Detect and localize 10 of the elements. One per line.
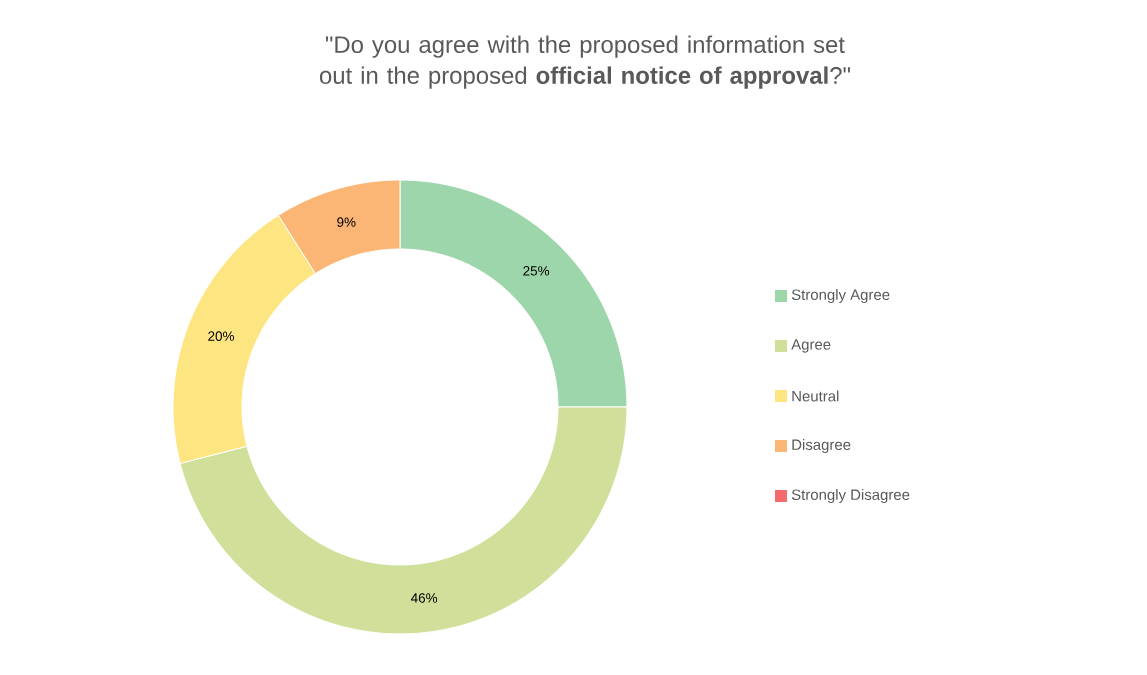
legend-label: Disagree — [792, 439, 851, 453]
legend-label: Strongly Agree — [791, 289, 890, 303]
data-label: 9% — [337, 217, 356, 227]
legend-label: Neutral — [792, 390, 839, 402]
legend-label: Strongly Disagree — [791, 489, 910, 503]
chart-title: "Do you agree with the proposed information set out in the proposed official notice of approval?" — [319, 35, 850, 89]
data-label: 46% — [410, 593, 438, 603]
legend-label: Agree — [791, 339, 831, 353]
data-label: 20% — [208, 331, 235, 341]
data-label: 25% — [523, 266, 550, 276]
